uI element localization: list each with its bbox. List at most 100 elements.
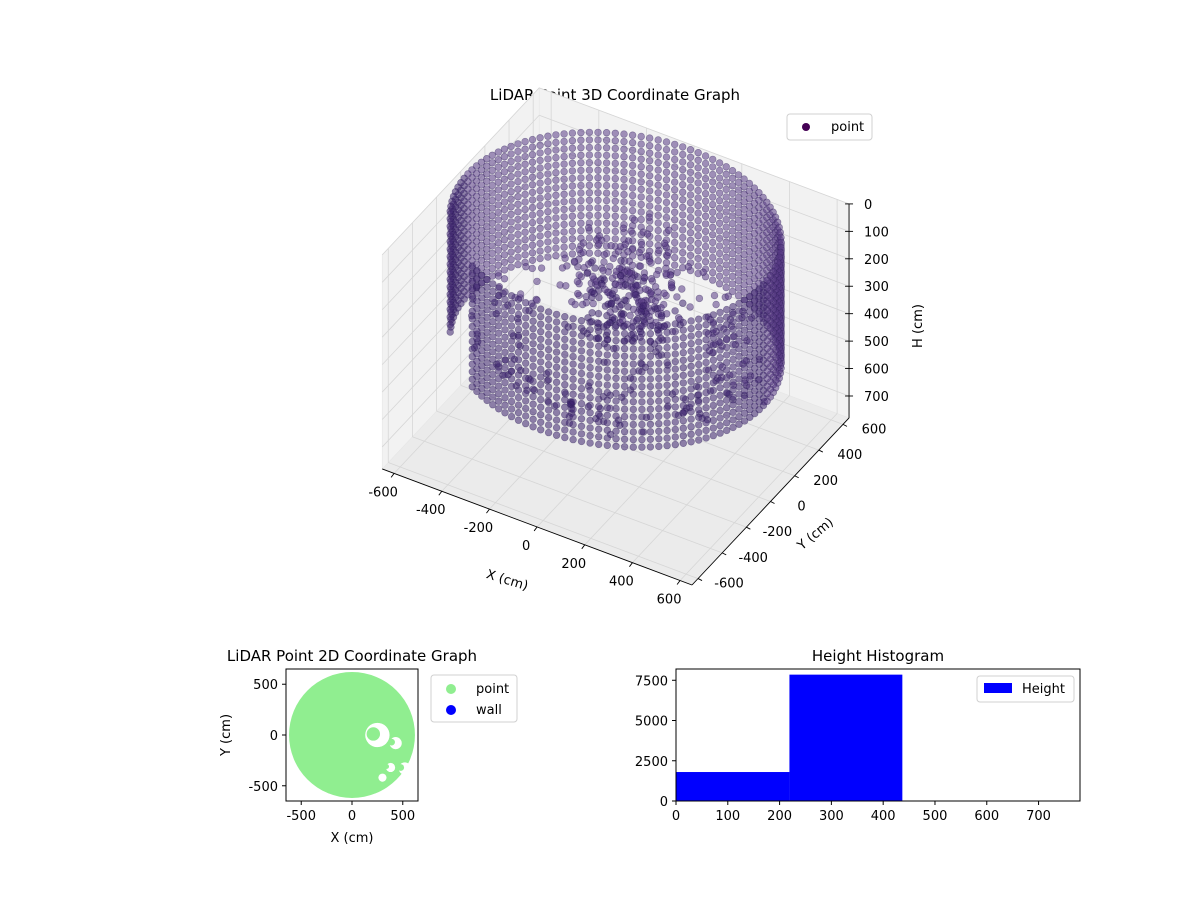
chart-3d-point <box>561 328 569 336</box>
chart-3d-point <box>586 409 594 417</box>
chart-3d-point <box>483 260 491 268</box>
chart-3d-point <box>643 230 652 238</box>
chart-3d-point <box>507 382 516 391</box>
chart-3d-point <box>521 213 529 221</box>
chart-3d-point <box>507 397 516 406</box>
chart-3d-point <box>740 250 748 259</box>
chart-3d-point <box>521 205 529 214</box>
chart-3d-point <box>722 185 730 194</box>
chart-3d-point <box>701 197 710 205</box>
chart-3d-point <box>662 153 671 161</box>
chart-3d-point <box>483 200 491 208</box>
chart-3d-point <box>585 158 594 167</box>
chart-3d-point <box>500 168 509 176</box>
chart-3d-point <box>620 168 628 176</box>
chart-3d-point <box>585 234 594 242</box>
chart-3d-point <box>522 263 530 271</box>
chart-2d-legend-label-wall: wall <box>476 703 502 718</box>
chart-3d-point <box>612 382 620 390</box>
chart-3d-point <box>478 392 486 400</box>
chart-3d-point <box>585 241 594 250</box>
chart-3d-point <box>715 280 724 288</box>
chart-3d-point <box>552 325 561 334</box>
chart-3d-point <box>586 341 594 349</box>
chart-3d-point <box>489 325 497 333</box>
chart-3d-point <box>468 262 476 270</box>
chart-3d-point <box>501 318 509 326</box>
chart-3d-point <box>734 291 743 300</box>
chart-3d-point <box>561 335 569 344</box>
chart-3d-point <box>611 159 619 168</box>
chart-3d-point <box>577 415 586 423</box>
chart-3d-point <box>521 153 529 161</box>
chart-3d-point <box>709 348 717 357</box>
chart-3d-point <box>687 370 695 378</box>
chart-3d-point <box>637 240 646 249</box>
chart-3d-point <box>577 196 585 205</box>
chart-3d-point <box>735 420 743 428</box>
chart-3d-point <box>521 344 530 352</box>
chart-3d-point <box>678 248 687 257</box>
chart-3d-point <box>629 413 637 421</box>
chart-3d-point <box>750 372 759 380</box>
chart-3d-point <box>628 161 637 170</box>
chart-3d-point <box>602 166 611 175</box>
chart-3d-point <box>740 281 748 289</box>
chart-histogram-xtick-label: 500 <box>923 809 948 824</box>
chart-3d-point <box>536 179 544 187</box>
chart-3d-point <box>655 382 663 390</box>
chart-3d-point <box>594 211 602 220</box>
chart-3d-point <box>536 232 544 240</box>
chart-3d-point <box>589 299 597 308</box>
chart-3d-point <box>686 303 694 311</box>
chart-3d-point <box>728 182 737 190</box>
chart-3d-point <box>734 261 743 270</box>
chart-3d-point <box>708 208 717 216</box>
chart-3d-point <box>638 330 646 338</box>
chart-3d-point <box>473 267 481 275</box>
chart-3d-point <box>611 205 619 213</box>
chart-3d-point <box>687 377 695 386</box>
chart-3d-point <box>716 331 724 339</box>
chart-3d-point <box>585 196 594 205</box>
chart-3d-point <box>709 371 717 379</box>
chart-3d-point <box>507 180 515 188</box>
chart-3d-point <box>603 366 611 374</box>
chart-3d-point <box>694 360 703 369</box>
chart-3d-point <box>483 396 491 405</box>
chart-3d-point <box>722 351 731 359</box>
chart-3d-point <box>569 368 577 376</box>
chart-3d-point <box>483 321 491 329</box>
chart-3d-point <box>537 264 546 272</box>
chart-3d-point <box>637 200 645 209</box>
chart-3d-point <box>734 231 743 239</box>
chart-3d-point <box>746 383 754 391</box>
chart-3d-point <box>662 183 671 192</box>
chart-3d-point <box>477 234 486 242</box>
chart-3d-point <box>560 130 568 138</box>
chart-3d-point <box>611 227 619 236</box>
chart-3d-point <box>750 357 759 365</box>
chart-3d-point <box>716 391 724 400</box>
chart-3d-point <box>655 359 663 368</box>
chart-3d-point <box>521 251 529 259</box>
chart-3d-zlabel: H (cm) <box>911 304 926 348</box>
chart-3d-point <box>446 215 454 223</box>
chart-3d-point <box>686 198 695 207</box>
chart-3d-point <box>586 318 594 326</box>
chart-3d-point <box>575 245 583 254</box>
chart-3d-point <box>722 268 730 277</box>
chart-3d-ztick-label: 0 <box>864 198 872 213</box>
chart-3d-point <box>569 375 577 383</box>
chart-3d-point <box>629 337 637 346</box>
chart-3d-point <box>586 371 594 379</box>
chart-3d-point <box>500 153 509 161</box>
chart-3d-point <box>694 391 703 399</box>
chart-3d-point <box>507 255 515 264</box>
chart-2d-title: LiDAR Point 2D Coordinate Graph <box>227 647 477 665</box>
chart-3d-point <box>552 206 560 215</box>
chart-3d-point <box>514 325 523 334</box>
chart-3d-point <box>577 430 586 438</box>
chart-3d-point <box>529 355 537 363</box>
chart-3d-point <box>750 409 759 418</box>
